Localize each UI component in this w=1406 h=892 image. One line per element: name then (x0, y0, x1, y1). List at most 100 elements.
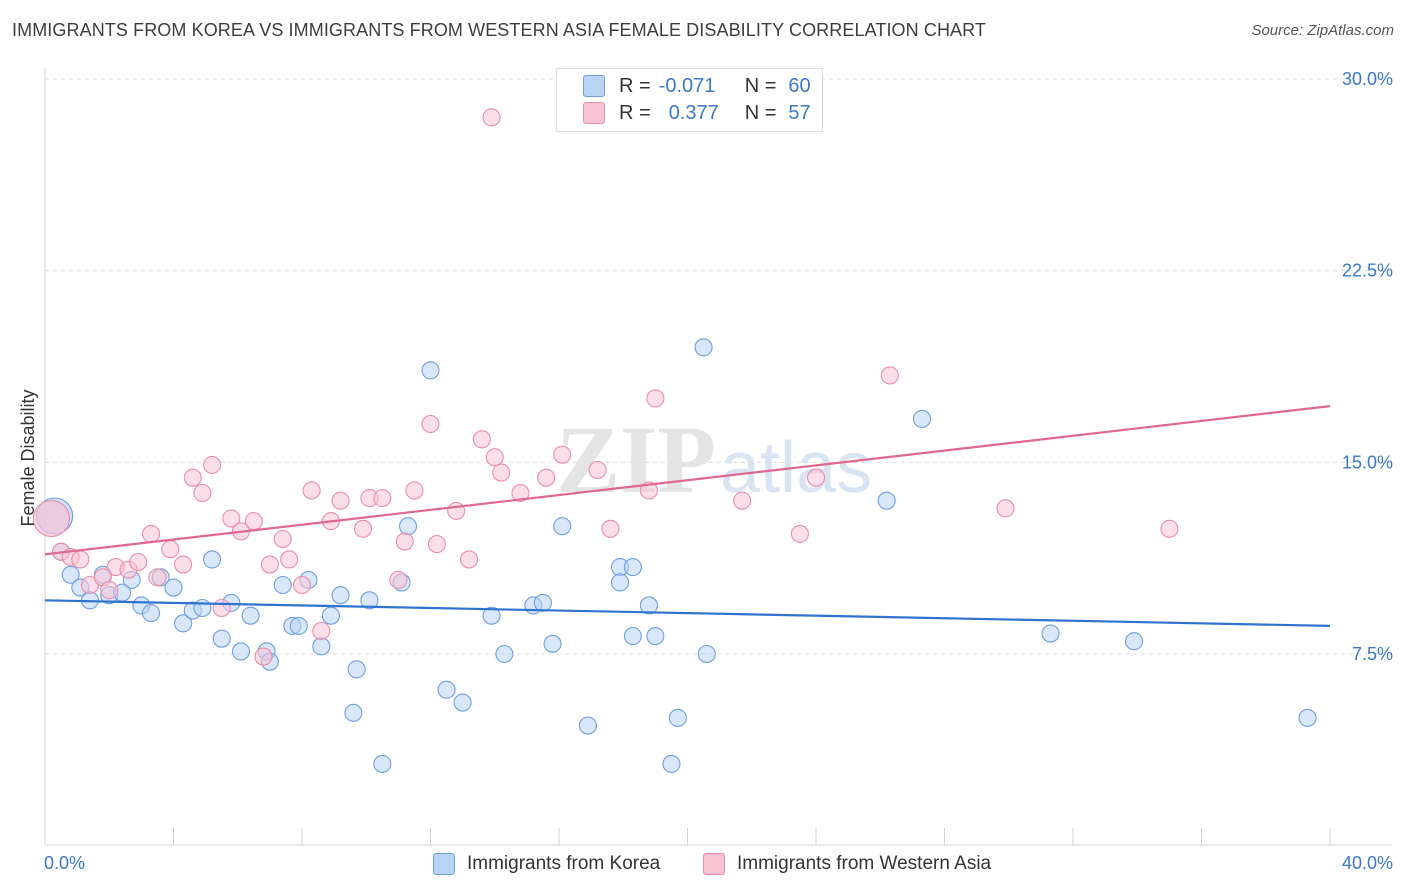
watermark-zip: ZIP (556, 406, 716, 513)
legend-n-label: N = (744, 74, 777, 97)
point-wasia (71, 550, 90, 569)
point-wasia (405, 481, 424, 500)
trend-line-wasia (44, 405, 1331, 556)
point-wasia (733, 491, 752, 510)
point-wasia (427, 535, 446, 554)
point-wasia (447, 501, 466, 520)
x-tick-label: 40.0% (1342, 853, 1393, 873)
legend-n-value-wasia: 57 (788, 101, 811, 124)
trend-lines (44, 405, 1331, 627)
y-axis-label: Female Disability (18, 389, 38, 526)
point-wasia (174, 555, 193, 574)
point-wasia (141, 524, 161, 543)
point-wasia (32, 500, 70, 538)
legend-n-value-korea: 60 (788, 74, 811, 97)
watermark: ZIP atlas (556, 406, 872, 513)
point-korea (193, 598, 212, 618)
point-korea (61, 565, 80, 584)
legend-box: R = -0.071 N = 60 R = 0.377 N = 57 (556, 68, 823, 132)
point-korea (398, 517, 418, 536)
legend-r-value-wasia: 0.377 (668, 101, 719, 124)
point-korea (646, 627, 665, 646)
point-wasia (389, 570, 408, 589)
point-wasia (100, 581, 119, 600)
source-label: Source: ZipAtlas.com (1251, 22, 1394, 39)
bottom-legend-label-wasia: Immigrants from Western Asia (737, 853, 992, 874)
point-korea (453, 693, 472, 712)
point-korea (231, 642, 251, 661)
point-wasia (646, 389, 665, 408)
point-wasia (312, 621, 331, 641)
point-wasia (537, 468, 556, 487)
point-korea (164, 578, 183, 597)
point-wasia (254, 647, 273, 666)
point-wasia (880, 366, 899, 385)
x-tick-label: 0.0% (44, 853, 85, 873)
point-wasia (148, 568, 167, 587)
point-korea (347, 660, 366, 679)
point-wasia (790, 524, 809, 543)
point-wasia (553, 445, 572, 464)
point-korea (639, 596, 659, 615)
point-korea (533, 593, 552, 612)
point-korea (877, 491, 896, 510)
point-korea (912, 409, 932, 428)
y-tick-label: 7.5% (1352, 644, 1393, 664)
point-wasia (222, 509, 241, 528)
legend-r-label: R = (619, 74, 651, 97)
point-wasia (459, 550, 479, 569)
bottom-legend-label-korea: Immigrants from Korea (467, 853, 661, 874)
point-korea (289, 616, 308, 635)
point-wasia (212, 598, 231, 618)
point-wasia (472, 430, 491, 449)
y-tick-label: 22.5% (1342, 261, 1393, 281)
point-wasia (129, 552, 148, 572)
point-wasia (244, 512, 263, 531)
point-korea (610, 573, 630, 592)
point-korea (360, 591, 379, 610)
point-korea (1124, 632, 1144, 651)
point-korea (273, 575, 292, 595)
point-korea (321, 606, 340, 625)
legend-n-label: N = (744, 101, 777, 124)
point-wasia (485, 448, 504, 467)
point-wasia (302, 481, 321, 500)
point-korea (578, 716, 597, 735)
point-wasia (806, 468, 826, 487)
bottom-legend-wasia: Immigrants from Western Asia (703, 852, 991, 876)
bottom-legend-korea: Immigrants from Korea (433, 852, 660, 876)
y-tick-label: 30.0% (1342, 69, 1393, 89)
point-korea (697, 644, 716, 664)
point-wasia (601, 519, 620, 538)
tick-labels: 7.5% 15.0% 22.5% 30.0% 0.0% 40.0% (44, 69, 1393, 873)
point-wasia (183, 468, 202, 487)
point-korea (1041, 624, 1060, 643)
point-wasia (161, 540, 180, 559)
legend-r-value-korea: -0.071 (658, 74, 716, 97)
point-korea (203, 550, 222, 569)
legend-swatch-wasia (583, 102, 605, 124)
series-korea (36, 338, 1317, 773)
point-korea (668, 708, 687, 727)
chart-title: IMMIGRANTS FROM KOREA VS IMMIGRANTS FROM… (12, 20, 987, 40)
point-korea (623, 627, 642, 646)
trend-line-korea (44, 599, 1331, 627)
point-korea (331, 586, 350, 605)
point-wasia (482, 108, 501, 127)
point-korea (141, 604, 161, 623)
axes (44, 68, 1392, 846)
point-wasia (260, 555, 279, 574)
point-wasia (996, 499, 1015, 518)
point-korea (312, 637, 331, 656)
point-korea (623, 558, 642, 577)
point-korea (1298, 708, 1317, 727)
bottom-legend-swatch-wasia (703, 853, 725, 875)
point-korea (212, 629, 231, 648)
legend-row-wasia: R = 0.377 N = 57 (583, 100, 811, 126)
legend-swatch-korea (583, 75, 605, 97)
point-wasia (395, 532, 414, 551)
point-korea (421, 361, 440, 380)
point-korea (437, 680, 456, 699)
point-wasia (292, 575, 312, 595)
